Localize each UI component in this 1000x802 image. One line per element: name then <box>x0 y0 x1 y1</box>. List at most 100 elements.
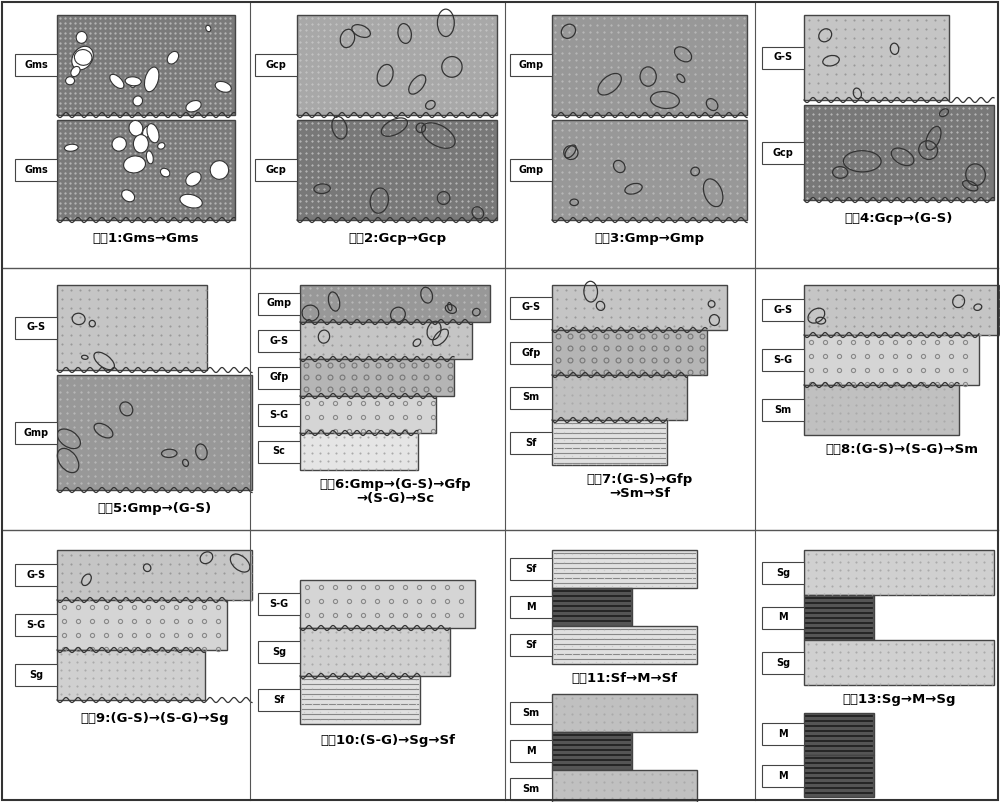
Text: Sm: Sm <box>522 708 540 718</box>
Bar <box>510 740 552 762</box>
Bar <box>57 375 252 490</box>
Bar <box>510 634 552 656</box>
Ellipse shape <box>122 190 135 202</box>
Bar <box>510 54 552 76</box>
Ellipse shape <box>129 120 143 136</box>
Ellipse shape <box>186 100 201 112</box>
Text: G-S: G-S <box>773 305 793 315</box>
Text: 类型5:Gmp→(G-S): 类型5:Gmp→(G-S) <box>97 502 212 515</box>
Bar <box>258 689 300 711</box>
Bar <box>300 580 475 628</box>
Bar <box>804 755 874 797</box>
Bar <box>297 15 497 115</box>
Bar <box>300 628 450 676</box>
Text: 类型13:Sg→M→Sg: 类型13:Sg→M→Sg <box>842 693 956 706</box>
Ellipse shape <box>130 82 136 87</box>
Bar <box>552 285 727 330</box>
Bar <box>552 770 697 802</box>
Text: Sf: Sf <box>525 438 537 448</box>
Ellipse shape <box>110 75 124 88</box>
Ellipse shape <box>146 151 153 164</box>
Text: S-G: S-G <box>773 355 793 365</box>
Ellipse shape <box>210 160 229 180</box>
Bar <box>510 297 552 318</box>
Bar <box>552 420 667 465</box>
Bar <box>255 159 297 181</box>
Bar <box>762 141 804 164</box>
Bar <box>15 664 57 686</box>
Text: G-S: G-S <box>26 322 46 333</box>
Text: 类型8:(G-S)→(S-G)→Sm: 类型8:(G-S)→(S-G)→Sm <box>825 443 978 456</box>
Bar <box>804 335 979 385</box>
Bar <box>57 600 227 650</box>
Ellipse shape <box>133 135 148 153</box>
Text: Gcp: Gcp <box>266 60 286 70</box>
Text: Gcp: Gcp <box>266 165 286 175</box>
Text: →Sm→Sf: →Sm→Sf <box>609 487 670 500</box>
Bar <box>552 375 687 420</box>
Ellipse shape <box>64 144 78 152</box>
Text: 类型1:Gms→Gms: 类型1:Gms→Gms <box>93 232 199 245</box>
Bar <box>762 723 804 745</box>
Bar <box>258 293 300 314</box>
Ellipse shape <box>143 126 151 137</box>
Bar <box>258 641 300 663</box>
Bar <box>258 367 300 388</box>
Ellipse shape <box>112 137 126 151</box>
Bar <box>552 15 747 115</box>
Bar <box>804 713 874 755</box>
Text: M: M <box>778 771 788 781</box>
Bar <box>552 550 697 588</box>
Text: 类型10:(S-G)→Sg→Sf: 类型10:(S-G)→Sg→Sf <box>320 734 455 747</box>
Text: M: M <box>778 729 788 739</box>
Bar <box>57 285 207 370</box>
Bar <box>258 440 300 463</box>
Ellipse shape <box>72 47 93 70</box>
Text: Gmp: Gmp <box>518 165 544 175</box>
Bar <box>510 431 552 453</box>
Ellipse shape <box>144 67 159 91</box>
Text: →(S-G)→Sc: →(S-G)→Sc <box>356 492 434 505</box>
Ellipse shape <box>124 156 146 173</box>
Text: Sg: Sg <box>776 568 790 577</box>
Text: 类型4:Gcp→(G-S): 类型4:Gcp→(G-S) <box>845 212 953 225</box>
Text: S-G: S-G <box>26 620 46 630</box>
Bar <box>762 765 804 787</box>
Text: 类型9:(G-S)→(S-G)→Sg: 类型9:(G-S)→(S-G)→Sg <box>80 712 229 725</box>
Bar <box>15 564 57 586</box>
Bar <box>804 15 949 100</box>
Ellipse shape <box>180 194 202 208</box>
Ellipse shape <box>133 96 143 106</box>
Ellipse shape <box>76 31 87 43</box>
Text: Sf: Sf <box>525 640 537 650</box>
Ellipse shape <box>186 172 201 186</box>
Ellipse shape <box>158 143 165 149</box>
Bar <box>510 342 552 363</box>
Bar <box>762 47 804 68</box>
Bar <box>804 550 994 595</box>
Text: Sf: Sf <box>273 695 285 705</box>
Bar <box>552 588 632 626</box>
Bar <box>15 422 57 444</box>
Bar <box>552 694 697 732</box>
Bar <box>300 676 420 724</box>
Text: M: M <box>526 602 536 612</box>
Text: G-S: G-S <box>773 52 793 63</box>
Ellipse shape <box>215 82 231 92</box>
Text: Gcp: Gcp <box>773 148 793 157</box>
Text: Gfp: Gfp <box>521 347 541 358</box>
Bar <box>57 15 235 115</box>
Text: Sm: Sm <box>522 784 540 794</box>
Text: 类型7:(G-S)→Gfp: 类型7:(G-S)→Gfp <box>586 473 693 486</box>
Text: Sf: Sf <box>525 564 537 574</box>
Bar <box>300 396 436 433</box>
Bar <box>510 596 552 618</box>
Bar <box>300 285 490 322</box>
Bar <box>762 651 804 674</box>
Text: Gms: Gms <box>24 165 48 175</box>
Text: Gmp: Gmp <box>23 427 49 438</box>
Bar <box>552 120 747 220</box>
Ellipse shape <box>167 51 179 64</box>
Bar <box>762 349 804 371</box>
Text: Sm: Sm <box>522 392 540 403</box>
